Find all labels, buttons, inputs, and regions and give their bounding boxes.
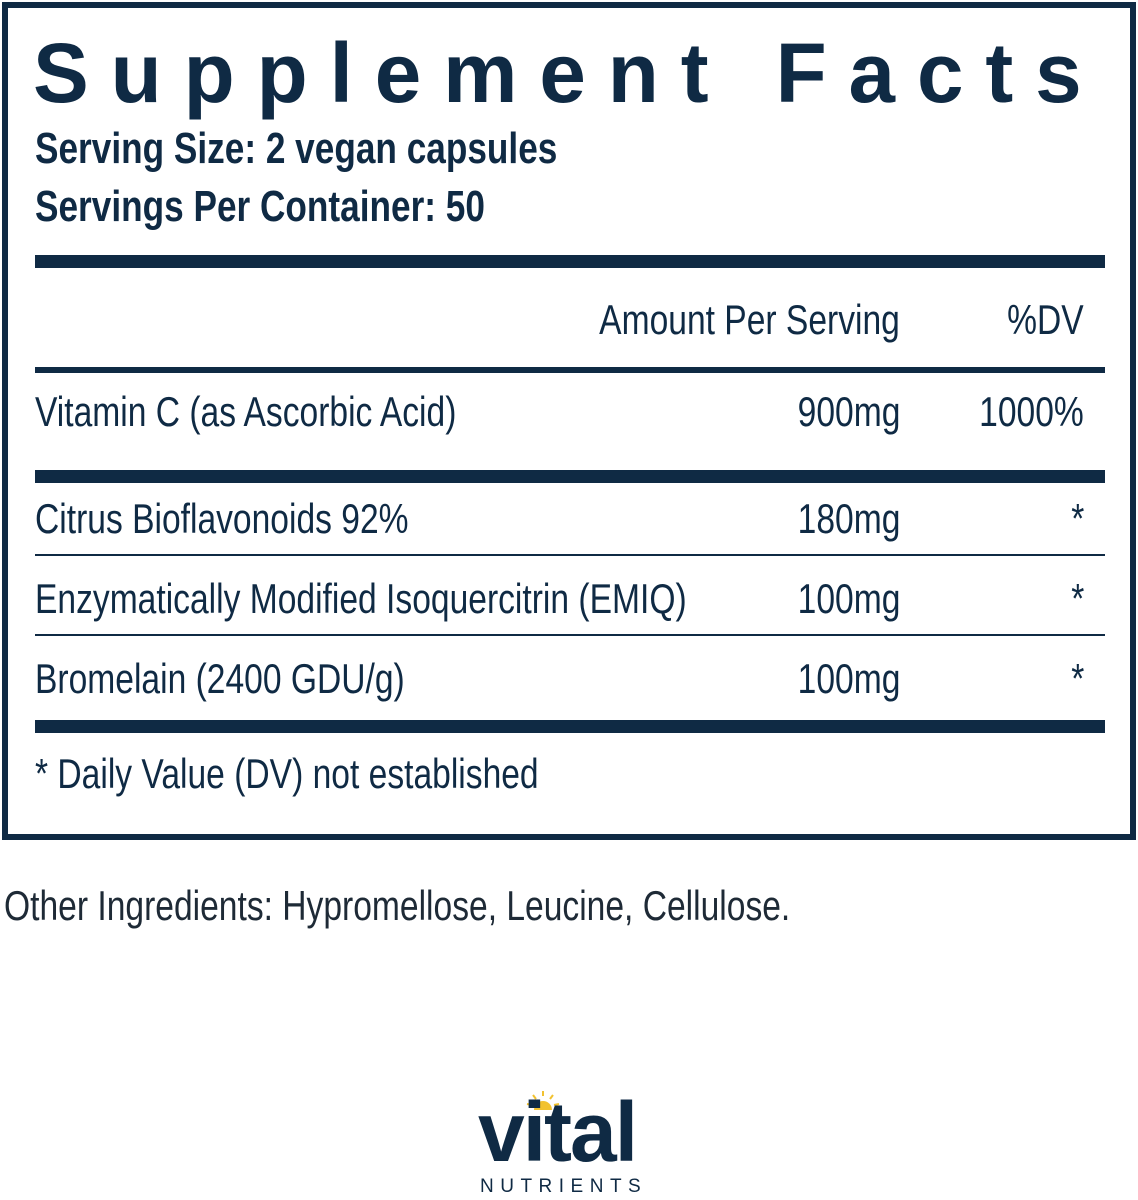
thin-divider [35, 634, 1105, 636]
nutrient-amount: 900mg [797, 388, 900, 435]
nutrient-amount: 100mg [797, 575, 900, 622]
logo-subtitle: NUTRIENTS [480, 1176, 648, 1197]
nutrient-dv: * [1070, 575, 1084, 622]
nutrient-amount: 100mg [797, 655, 900, 702]
thin-divider [35, 554, 1105, 556]
panel-title: Supplement Facts [33, 26, 1104, 120]
other-ingredients: Other Ingredients: Hypromellose, Leucine… [4, 882, 791, 929]
nutrient-dv: 1000% [979, 388, 1084, 435]
sun-icon [526, 1091, 560, 1110]
vital-nutrients-logo: vital NUTRIENTS [478, 1090, 673, 1200]
thick-divider [35, 720, 1105, 733]
servings-per-container: Servings Per Container: 50 [35, 182, 485, 231]
supplement-facts-panel [2, 2, 1136, 840]
header-dv: %DV [1007, 296, 1084, 343]
logo-word: vital [478, 1085, 638, 1179]
nutrient-name: Bromelain (2400 GDU/g) [35, 655, 405, 702]
footnote: * Daily Value (DV) not established [35, 750, 539, 797]
thick-divider [35, 255, 1105, 268]
nutrient-name: Enzymatically Modified Isoquercitrin (EM… [35, 575, 687, 622]
nutrient-name: Citrus Bioflavonoids 92% [35, 495, 409, 542]
nutrient-dv: * [1070, 655, 1084, 702]
nutrient-amount: 180mg [797, 495, 900, 542]
medium-divider [35, 367, 1105, 373]
nutrient-name: Vitamin C (as Ascorbic Acid) [35, 388, 457, 435]
nutrient-dv: * [1070, 495, 1084, 542]
thick-divider [35, 470, 1105, 483]
header-amount: Amount Per Serving [599, 296, 900, 343]
serving-size: Serving Size: 2 vegan capsules [35, 124, 558, 173]
